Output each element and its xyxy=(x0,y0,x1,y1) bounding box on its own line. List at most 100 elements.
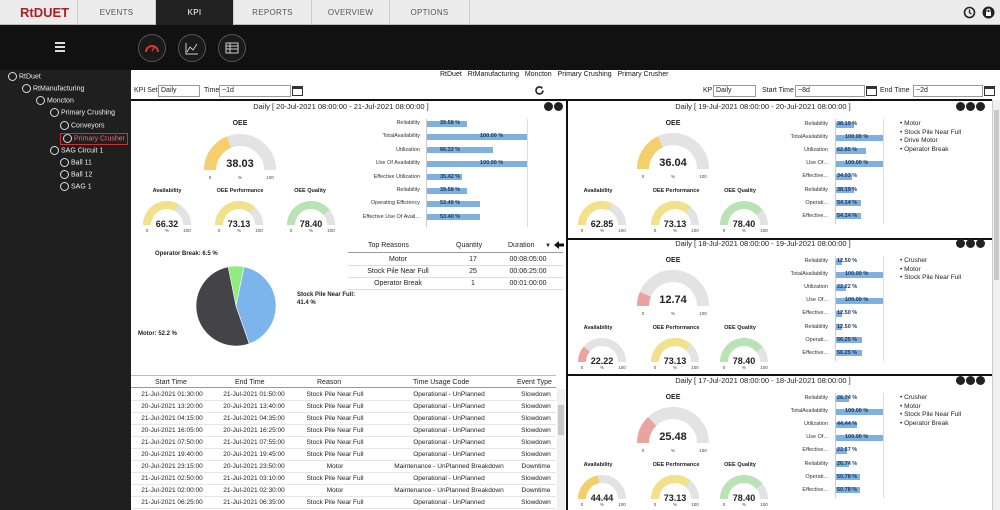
gauge-arc xyxy=(720,338,763,363)
column-header[interactable]: Quantity xyxy=(456,242,483,249)
tab-events[interactable]: EVENTS xyxy=(78,0,156,25)
refresh-icon[interactable] xyxy=(534,85,545,96)
events-scrollbar[interactable] xyxy=(557,389,565,510)
line-chart-icon xyxy=(185,43,198,55)
kpi-bar-label: Utilization xyxy=(396,146,420,153)
reason-item: Stock Pile Near Full xyxy=(904,128,962,136)
menu-stack-icon[interactable] xyxy=(53,40,67,54)
tree-label: Moncton xyxy=(47,97,74,105)
reason-row[interactable]: Stock Pile Near Full 25 00:06:25:00 xyxy=(348,266,563,278)
event-row[interactable]: 20-Jul-2021 16:05:00 20-Jul-2021 16:25:00… xyxy=(131,425,556,437)
tree-item-primary-crushing[interactable]: Primary Crushing xyxy=(50,108,115,118)
back-arrow-icon[interactable] xyxy=(554,241,564,249)
column-header[interactable]: Time Usage Code xyxy=(413,379,470,386)
tree-item-ball-12[interactable]: Ball 12 xyxy=(60,170,92,180)
list-icon[interactable] xyxy=(554,102,563,111)
column-header[interactable]: Event Type xyxy=(517,379,552,386)
expand-icon[interactable] xyxy=(976,102,985,111)
tree-item-rtduet[interactable]: RtDuet xyxy=(8,72,41,82)
tree-item-ball-11[interactable]: Ball 11 xyxy=(60,158,92,168)
tree-item-conveyors[interactable]: Conveyors xyxy=(60,121,104,131)
column-header[interactable]: Start Time xyxy=(155,379,187,386)
reason-bullet: • Stock Pile Near Full xyxy=(900,274,962,281)
calendar-icon[interactable] xyxy=(984,85,995,96)
expand-icon[interactable] xyxy=(976,376,985,385)
event-row[interactable]: 21-Jul-2021 02:50:00 21-Jul-2021 03:10:00… xyxy=(131,473,556,485)
history-panel-header: Daily [ 17-Jul-2021 08:00:00 - 18-Jul-20… xyxy=(675,376,851,385)
add-icon[interactable] xyxy=(956,239,965,248)
add-icon[interactable] xyxy=(956,102,965,111)
reason-bullet: • Stock Pile Near Full xyxy=(900,411,962,418)
gauge-arc xyxy=(204,136,232,171)
tab-reports[interactable]: REPORTS xyxy=(234,0,312,25)
gauge-tick-label: 0 xyxy=(654,365,657,370)
end-time-input[interactable]: ~2d xyxy=(913,85,983,97)
list-icon[interactable] xyxy=(966,102,975,111)
reason-bullet: • Drive Motor xyxy=(900,137,938,144)
tree-item-primary-crusher[interactable]: Primary Crusher xyxy=(60,133,128,146)
kpi-bar-label: Operati... xyxy=(805,199,828,206)
availability-value: 44.44 xyxy=(590,493,614,503)
breadcrumb-item[interactable]: Primary Crusher xyxy=(617,71,669,78)
event-row[interactable]: 21-Jul-2021 01:30:00 21-Jul-2021 01:50:00… xyxy=(131,389,556,401)
reason-bullet: • Motor xyxy=(900,120,921,127)
column-header[interactable]: Duration xyxy=(508,242,535,249)
trend-view-button[interactable] xyxy=(178,34,206,62)
breadcrumb-item[interactable]: RtDuet xyxy=(440,71,462,78)
breadcrumb-item[interactable]: RtManufacturing xyxy=(467,71,519,78)
start-time-input[interactable]: ~8d xyxy=(795,85,865,97)
add-icon[interactable] xyxy=(544,102,553,111)
reason-cell: Stock Pile Near Full xyxy=(367,268,429,275)
lock-icon[interactable] xyxy=(982,6,995,19)
tree-item-rtmanufacturing[interactable]: RtManufacturing xyxy=(22,84,84,94)
column-header[interactable]: Reason xyxy=(317,379,342,386)
tab-overview[interactable]: OVERVIEW xyxy=(312,0,390,25)
pie-slice[interactable] xyxy=(235,266,277,345)
event-row[interactable]: 21-Jul-2021 02:00:00 21-Jul-2021 02:30:00… xyxy=(131,485,556,497)
tree-item-moncton[interactable]: Moncton xyxy=(36,96,74,106)
event-row[interactable]: 20-Jul-2021 13:20:00 20-Jul-2021 13:40:00… xyxy=(131,401,556,413)
time-input[interactable]: ~1d xyxy=(219,85,291,97)
table-view-button[interactable] xyxy=(218,34,246,62)
list-icon[interactable] xyxy=(966,376,975,385)
column-header[interactable]: End Time xyxy=(235,379,265,386)
gauge-tick-label: 0 xyxy=(654,228,657,233)
kpi-set-select[interactable]: Daily xyxy=(158,85,200,97)
event-row[interactable]: 21-Jul-2021 04:15:00 21-Jul-2021 04:35:00… xyxy=(131,413,556,425)
event-cell: Slowdown xyxy=(521,403,551,410)
calendar-icon[interactable] xyxy=(866,85,877,96)
gauge-view-button[interactable] xyxy=(138,34,166,62)
event-row[interactable]: 20-Jul-2021 23:15:00 20-Jul-2021 23:50:00… xyxy=(131,461,556,473)
event-row[interactable]: 21-Jul-2021 06:25:00 21-Jul-2021 06:35:00… xyxy=(131,497,556,509)
breadcrumb-item[interactable]: Primary Crushing xyxy=(557,71,612,78)
event-row[interactable]: 21-Jul-2021 07:50:00 21-Jul-2021 07:55:00… xyxy=(131,437,556,449)
kpi-bar-label: Effective... xyxy=(802,486,828,493)
calendar-icon[interactable] xyxy=(292,85,303,96)
tree-item-sag-circuit-1[interactable]: SAG Circuit 1 xyxy=(50,146,103,156)
reason-item: Operator Break xyxy=(904,145,949,153)
add-icon[interactable] xyxy=(956,376,965,385)
tab-options[interactable]: OPTIONS xyxy=(390,0,470,25)
history-icon[interactable] xyxy=(963,6,976,19)
tree-item-sag-1[interactable]: SAG 1 xyxy=(60,182,92,192)
gauge-tick-label: % xyxy=(600,228,604,233)
gauge-tick-label: 100 xyxy=(691,228,699,233)
kpi-bar-value: 12.50 % xyxy=(837,323,858,330)
sort-down-icon[interactable]: ▼ xyxy=(545,243,551,249)
column-header[interactable]: Top Reasons xyxy=(368,242,409,249)
list-icon[interactable] xyxy=(966,239,975,248)
breadcrumb-item[interactable]: Moncton xyxy=(524,71,552,78)
gauge-arc xyxy=(143,201,179,226)
scrollbar[interactable] xyxy=(992,100,1000,510)
reason-row[interactable]: Operator Break 1 00:01:00:00 xyxy=(348,278,563,290)
kpi-bar-label: TotalAvailability xyxy=(790,408,828,415)
oee-value: 25.48 xyxy=(659,431,687,443)
gauge-arc xyxy=(651,475,691,500)
expand-icon[interactable] xyxy=(976,239,985,248)
reason-row[interactable]: Motor 17 00:08:05:00 xyxy=(348,254,563,266)
event-row[interactable]: 20-Jul-2021 19:40:00 20-Jul-2021 19:45:00… xyxy=(131,449,556,461)
pie-slice[interactable] xyxy=(195,266,250,347)
right-kpi-set-select[interactable]: Daily xyxy=(713,85,756,97)
tab-kpi[interactable]: KPI xyxy=(156,0,234,25)
quality-gauge: 0% 100 xyxy=(720,338,768,370)
